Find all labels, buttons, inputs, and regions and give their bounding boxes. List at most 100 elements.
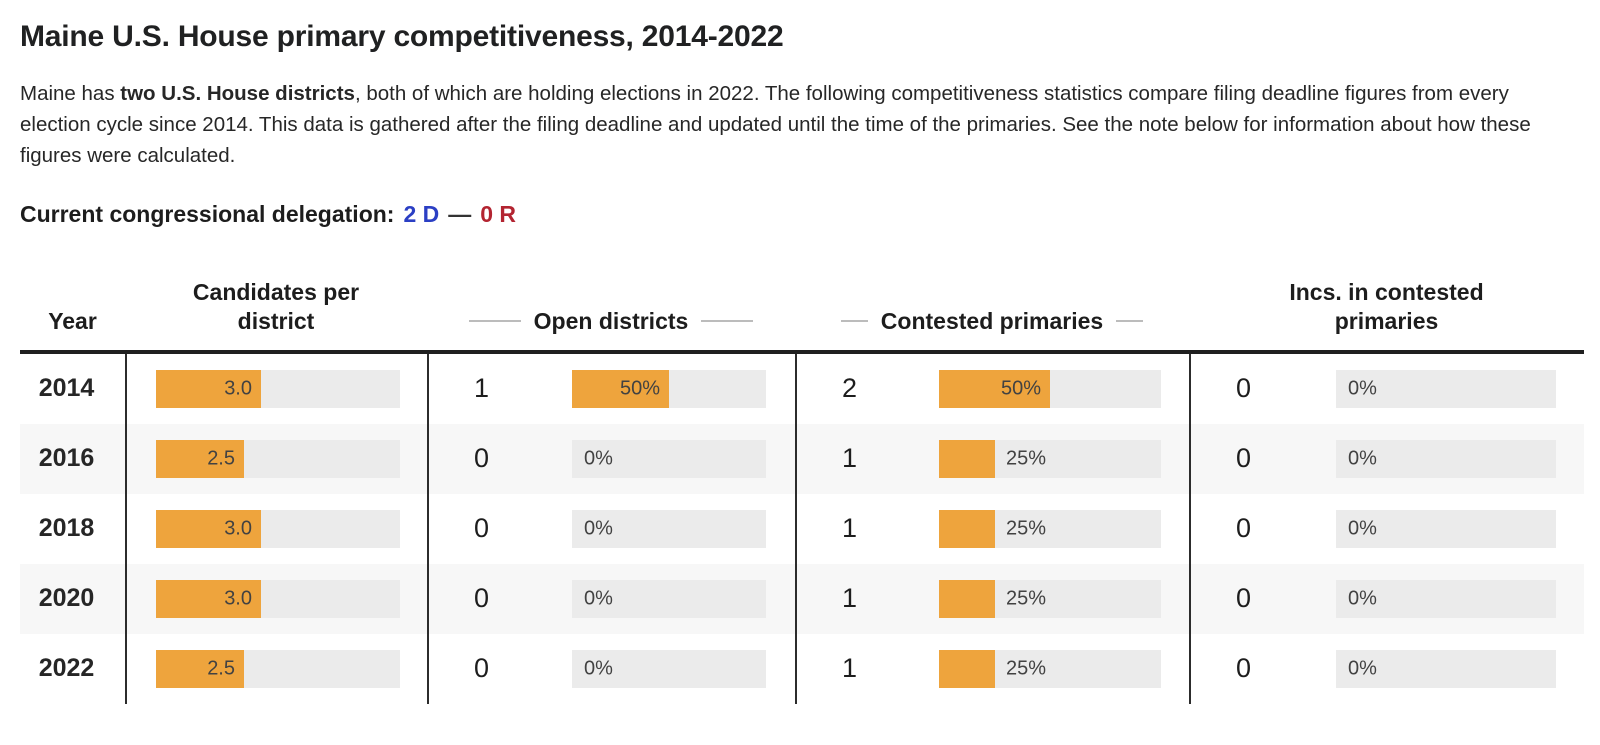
open-count: 0 [473, 443, 490, 474]
bar-label: 2.5 [207, 657, 235, 680]
header-open: Open districts [427, 307, 795, 335]
incs-count: 0 [1235, 583, 1252, 614]
contested-bar-track: 25% [939, 509, 1161, 548]
incs-bar-track: 0% [1336, 509, 1556, 548]
header-contested: Contested primaries [795, 307, 1189, 335]
bar-label: 0% [1348, 657, 1377, 680]
intro-text-post: , both of which are holding elections in… [20, 82, 1531, 168]
incs-bar-track: 0% [1336, 439, 1556, 478]
bar-label: 0% [1348, 587, 1377, 610]
incs-count: 0 [1235, 443, 1252, 474]
open-count: 0 [473, 513, 490, 544]
bar-fill [939, 509, 995, 548]
delegation-dash: — [448, 201, 472, 228]
open-bar-track: 0% [572, 509, 766, 548]
contested-count: 1 [841, 513, 858, 544]
contested-bar-track: 25% [939, 579, 1161, 618]
bar-label: 25% [1006, 447, 1047, 470]
bar-label: 50% [619, 377, 660, 400]
bar-fill [572, 369, 669, 408]
candidates-bar-track: 3.0 [156, 369, 400, 408]
year-label: 2020 [38, 584, 95, 613]
incs-count: 0 [1235, 653, 1252, 684]
bar-label: 0% [1348, 377, 1377, 400]
bar-fill [939, 649, 995, 688]
year-cell: 2018 [20, 494, 125, 564]
incs-cell: 0 0% [1189, 633, 1584, 704]
incs-count: 0 [1235, 373, 1252, 404]
bar-fill [939, 369, 1050, 408]
incs-bar-track: 0% [1336, 579, 1556, 618]
contested-count: 1 [841, 583, 858, 614]
bar-label: 25% [1006, 587, 1047, 610]
delegation-democrats: 2 D [403, 201, 440, 228]
table-row: 2014 3.0 1 50% 2 50% [20, 353, 1584, 424]
bar-label: 0% [584, 657, 613, 680]
open-bar-track: 50% [572, 369, 766, 408]
open-count: 0 [473, 653, 490, 684]
year-label: 2014 [38, 374, 95, 403]
candidates-bar-track: 3.0 [156, 509, 400, 548]
header-candidates-label: Candidates per district [192, 279, 360, 334]
contested-bar-track: 50% [939, 369, 1161, 408]
year-label: 2022 [38, 654, 95, 683]
bar-label: 25% [1006, 517, 1047, 540]
open-districts-cell: 0 0% [427, 633, 795, 704]
bar-fill [939, 439, 995, 478]
bar-fill [156, 439, 244, 478]
incs-cell: 0 0% [1189, 563, 1584, 634]
header-year-label: Year [48, 307, 97, 334]
incs-count: 0 [1235, 513, 1252, 544]
incs-cell: 0 0% [1189, 353, 1584, 424]
page: Maine U.S. House primary competitiveness… [20, 20, 1584, 704]
open-count: 1 [473, 373, 490, 404]
contested-bar-track: 25% [939, 439, 1161, 478]
candidates-cell: 2.5 [125, 633, 427, 704]
bar-label: 3.0 [224, 517, 252, 540]
open-count: 0 [473, 583, 490, 614]
header-candidates: Candidates per district [125, 278, 427, 334]
table-row: 2022 2.5 0 0% 1 25% [20, 633, 1584, 704]
header-dash [840, 319, 868, 322]
year-cell: 2022 [20, 634, 125, 704]
incs-cell: 0 0% [1189, 493, 1584, 564]
year-label: 2016 [38, 444, 95, 473]
bar-label: 0% [584, 587, 613, 610]
bar-fill [939, 579, 995, 618]
contested-count: 2 [841, 373, 858, 404]
bar-label: 0% [584, 447, 613, 470]
bar-fill [156, 579, 261, 618]
contested-primaries-cell: 2 50% [795, 353, 1189, 424]
bar-label: 3.0 [224, 377, 252, 400]
bar-fill [156, 649, 244, 688]
header-dash [1116, 319, 1144, 322]
incs-bar-track: 0% [1336, 369, 1556, 408]
year-cell: 2016 [20, 424, 125, 494]
candidates-bar-track: 2.5 [156, 439, 400, 478]
open-districts-cell: 0 0% [427, 423, 795, 494]
contested-bar-track: 25% [939, 649, 1161, 688]
page-title: Maine U.S. House primary competitiveness… [20, 20, 784, 53]
delegation-republicans: 0 R [480, 201, 517, 228]
year-cell: 2020 [20, 564, 125, 634]
intro-text-pre: Maine has [20, 82, 121, 105]
contested-count: 1 [841, 653, 858, 684]
intro-paragraph: Maine has two U.S. House districts, both… [20, 78, 1552, 171]
candidates-bar-track: 2.5 [156, 649, 400, 688]
delegation-line: Current congressional delegation: 2 D — 0 R [20, 201, 1580, 228]
open-districts-cell: 0 0% [427, 563, 795, 634]
table-row: 2018 3.0 0 0% 1 25% [20, 493, 1584, 564]
open-districts-cell: 1 50% [427, 353, 795, 424]
bar-fill [156, 509, 261, 548]
open-bar-track: 0% [572, 649, 766, 688]
header-incs: Incs. in contested primaries [1189, 278, 1584, 334]
open-bar-track: 0% [572, 439, 766, 478]
contested-primaries-cell: 1 25% [795, 633, 1189, 704]
header-incs-label: Incs. in contested primaries [1289, 279, 1484, 334]
incs-cell: 0 0% [1189, 423, 1584, 494]
bar-label: 0% [1348, 517, 1377, 540]
bar-label: 0% [1348, 447, 1377, 470]
header-contested-label: Contested primaries [880, 307, 1104, 334]
bar-label: 0% [584, 517, 613, 540]
table-row: 2020 3.0 0 0% 1 25% [20, 563, 1584, 634]
